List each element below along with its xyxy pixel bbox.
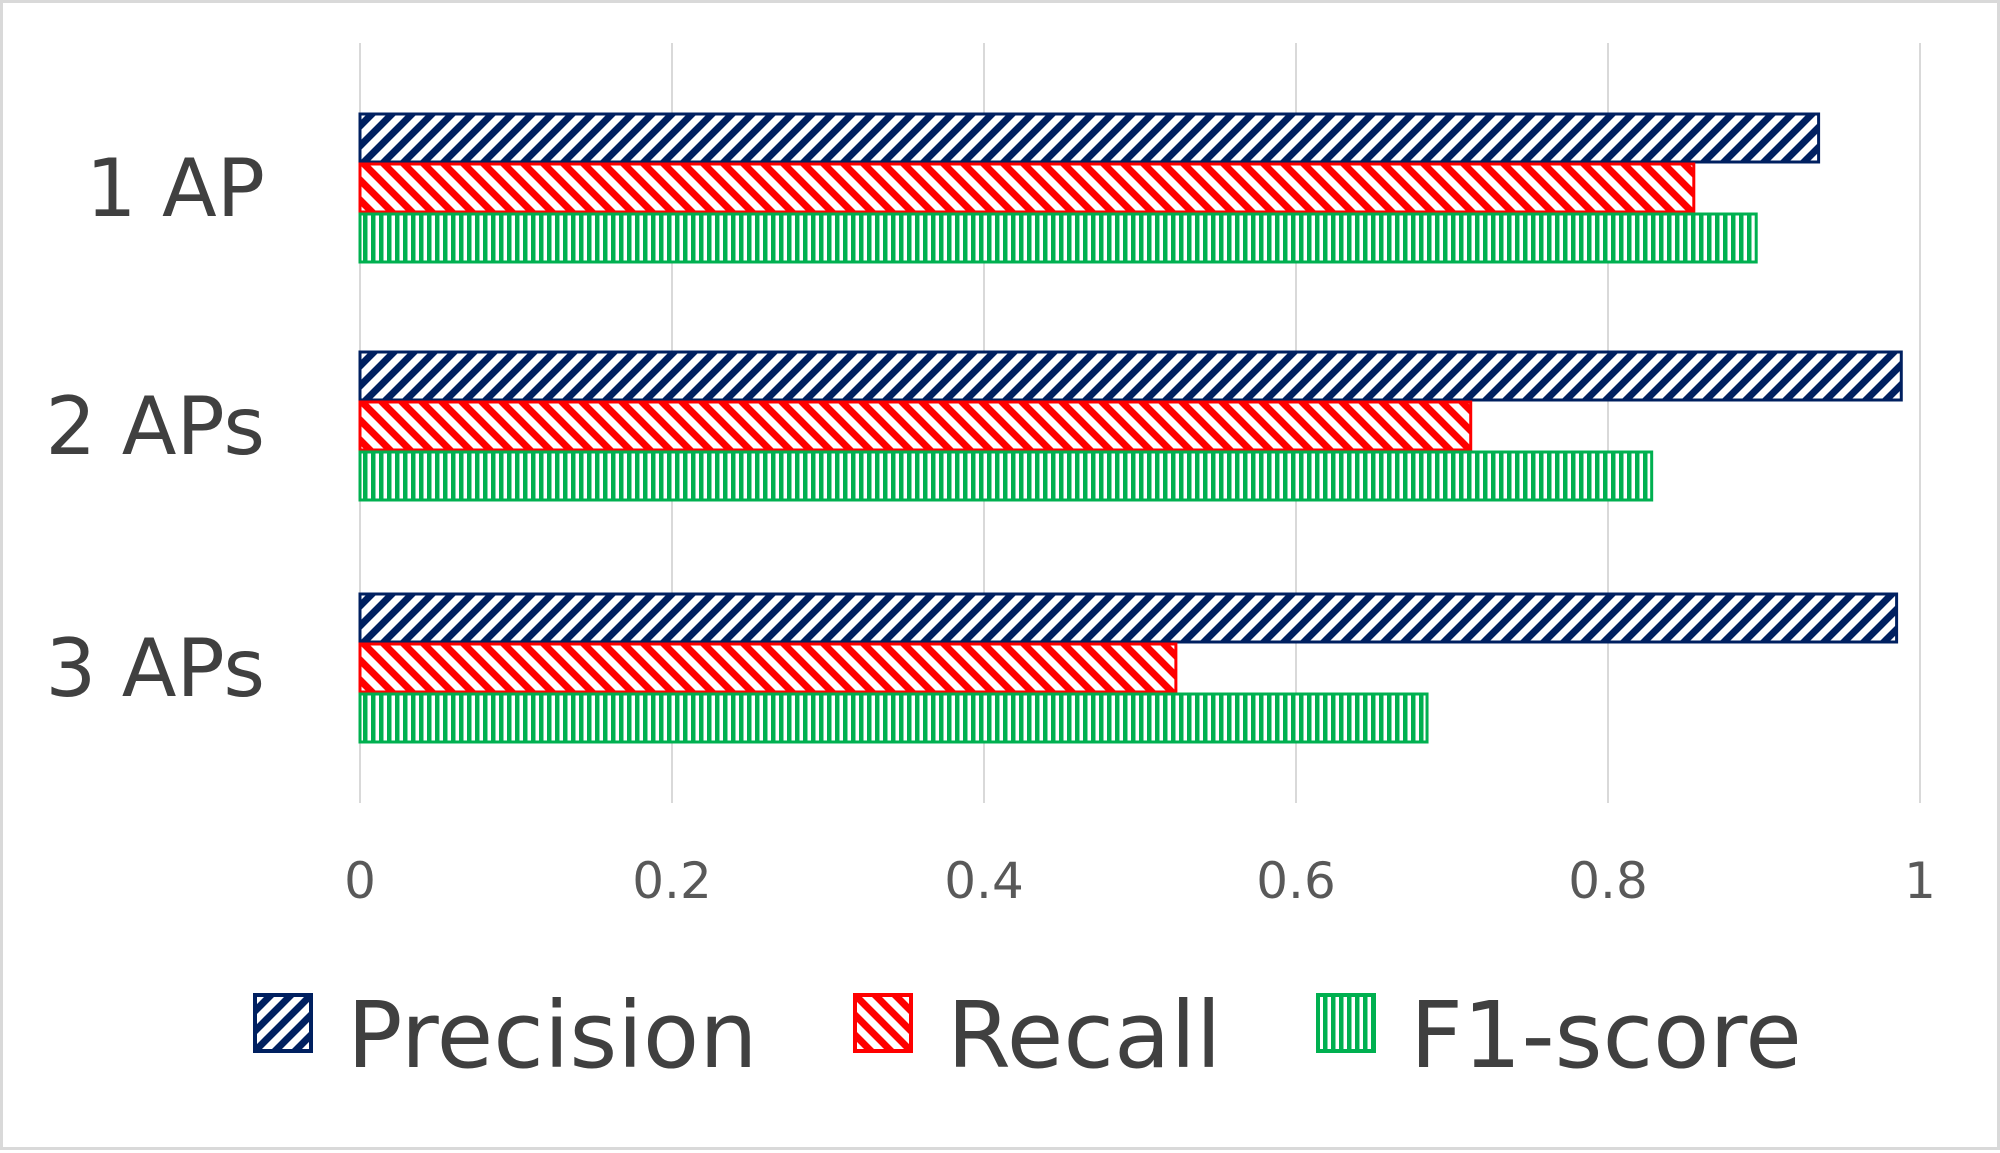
category-labels: 1 AP 2 APs 3 APs [45,142,265,715]
x-tick-label: 0 [344,852,376,910]
legend: Precision Recall F1-score [253,982,1802,1089]
category-label: 1 AP [86,142,265,235]
bar-recall [358,162,1696,214]
category-label: 3 APs [45,622,265,715]
legend-swatch [853,993,913,1053]
bar-precision [358,350,1903,402]
bar-recall [358,400,1473,452]
x-tick-label: 0.4 [944,852,1024,910]
legend-swatch [1316,993,1376,1053]
legend-label: Precision [347,982,758,1089]
category-label: 2 APs [45,380,265,473]
legend-label: Recall [947,982,1221,1089]
bars [358,112,1903,744]
x-tick-label: 0.8 [1568,852,1648,910]
bar-precision [358,112,1821,164]
x-tick-label: 0.2 [632,852,712,910]
x-tick-label: 0.6 [1256,852,1336,910]
bar-recall [358,642,1178,694]
legend-label: F1-score [1410,982,1802,1089]
bar-f1-score [358,450,1654,502]
bar-precision [358,592,1899,644]
bar-f1-score [358,212,1758,264]
bar-f1-score [358,692,1429,744]
bar-chart: 1 AP 2 APs 3 APs 0 0.2 0.4 0.6 0.8 1 Precision R… [45,43,1936,1089]
legend-swatch [253,993,313,1053]
x-axis-tick-labels: 0 0.2 0.4 0.6 0.8 1 [344,852,1936,910]
x-tick-label: 1 [1904,852,1936,910]
